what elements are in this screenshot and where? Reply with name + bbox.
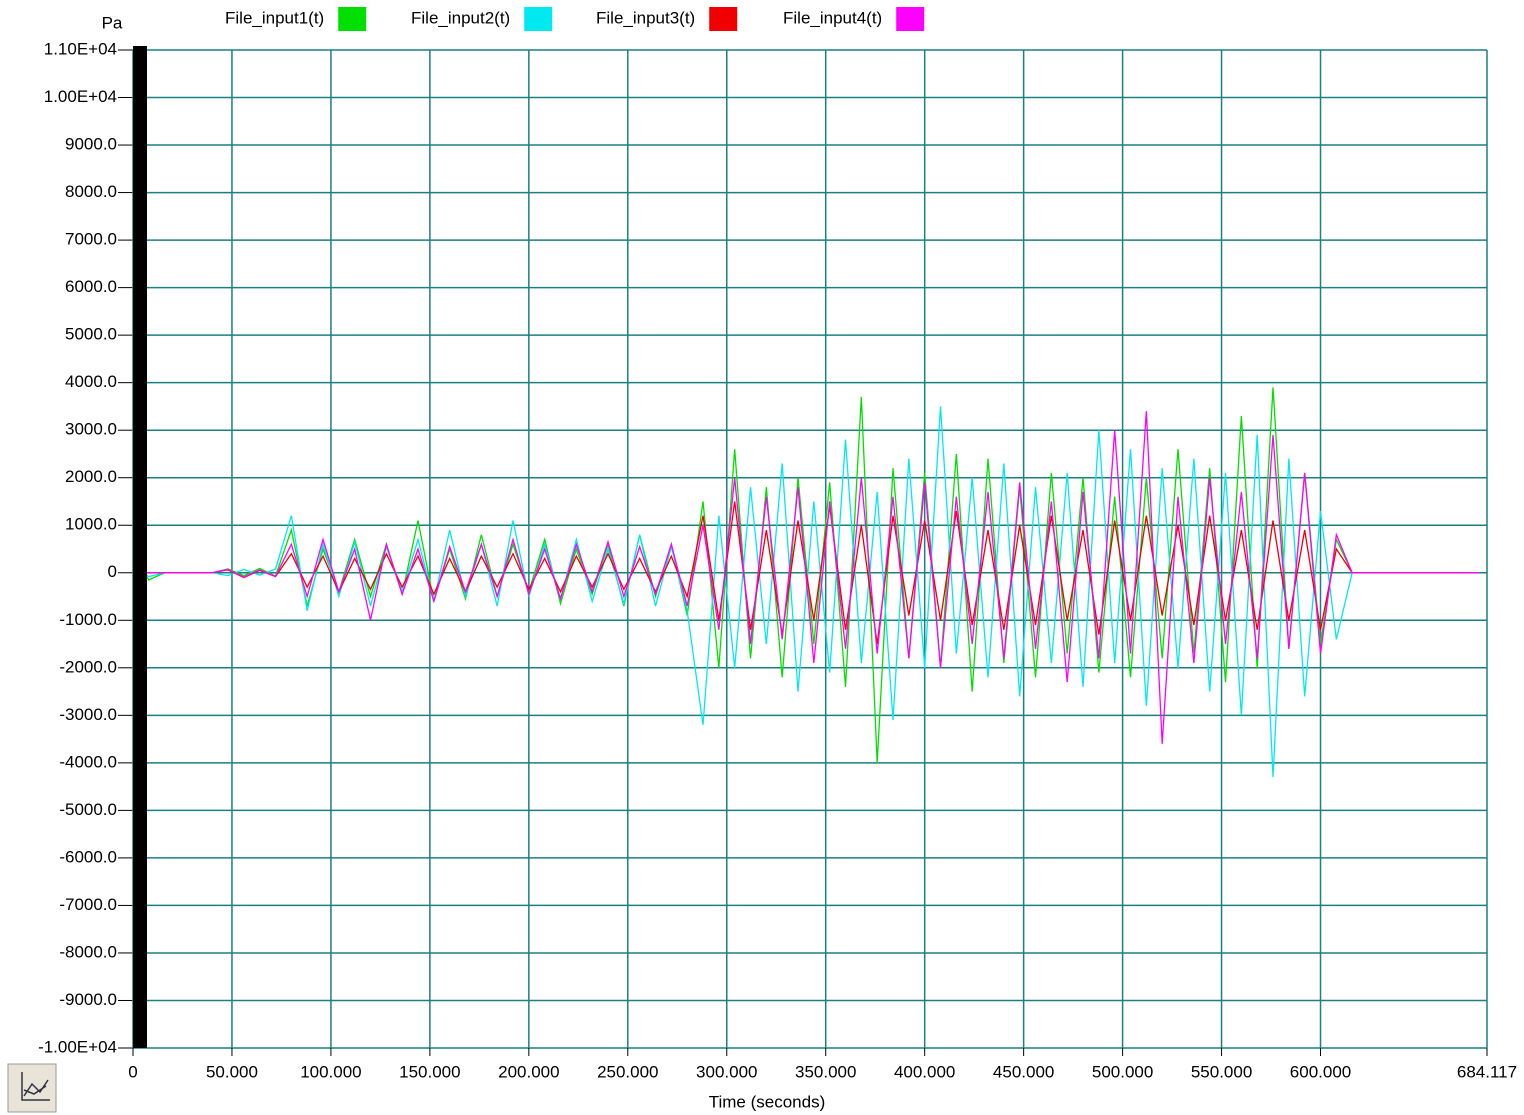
x-tick-label: 600.000 (1290, 1062, 1351, 1081)
x-tick-label: 350.000 (795, 1062, 856, 1081)
x-tick-label: 450.000 (993, 1062, 1054, 1081)
y-tick-label: 1.10E+04 (44, 39, 117, 58)
y-tick-label: -9000.0 (59, 990, 117, 1009)
legend-label: File_input4(t) (783, 8, 882, 27)
icon-frame[interactable] (7, 1063, 57, 1113)
y-tick-label: -6000.0 (59, 847, 117, 866)
y-tick-label: -8000.0 (59, 942, 117, 961)
y-tick-label: -1.00E+04 (38, 1037, 117, 1056)
series-line (132, 406, 1479, 778)
y-tick-label: -7000.0 (59, 895, 117, 914)
y-tick-label: -4000.0 (59, 752, 117, 771)
plot-lines (132, 387, 1479, 778)
y-tick-label: 8000.0 (65, 182, 117, 201)
icon-glyph (21, 1072, 50, 1101)
legend-label: File_input2(t) (411, 8, 510, 27)
legend-swatch (524, 7, 553, 31)
y-tick-label: 0 (108, 562, 117, 581)
y-tick-label: 5000.0 (65, 325, 117, 344)
y-tick-label: 1000.0 (65, 515, 117, 534)
chart-icon-button[interactable] (7, 1063, 57, 1113)
x-tick-label: 150.000 (399, 1062, 460, 1081)
x-tick-label: 500.000 (1092, 1062, 1153, 1081)
y-axis-bar (133, 46, 147, 1048)
legend-entry: File_input2(t) (411, 7, 553, 31)
y-tick-label: 3000.0 (65, 420, 117, 439)
x-tick-label: 550.000 (1191, 1062, 1252, 1081)
x-tick-label: 400.000 (894, 1062, 955, 1081)
y-tick-label: 7000.0 (65, 230, 117, 249)
y-tick-label: -2000.0 (59, 657, 117, 676)
legend-swatch (709, 7, 738, 31)
y-tick-label: -5000.0 (59, 800, 117, 819)
y-axis-label: Pa (102, 13, 123, 32)
x-tick-label: 50.000 (206, 1062, 258, 1081)
legend-entry: File_input4(t) (783, 7, 925, 31)
x-tick-label: 0 (128, 1062, 137, 1081)
y-tick-label: -1000.0 (59, 610, 117, 629)
legend-entry: File_input3(t) (596, 7, 738, 31)
y-tick-label: 9000.0 (65, 135, 117, 154)
y-tick-label: -3000.0 (59, 705, 117, 724)
legend-entry: File_input1(t) (225, 7, 367, 31)
legend-swatch (896, 7, 925, 31)
series-line (133, 411, 1479, 744)
x-tick-label: 300.000 (696, 1062, 757, 1081)
y-tick-label: 1.00E+04 (44, 87, 117, 106)
y-tick-label: 6000.0 (65, 277, 117, 296)
y-tick-label: 4000.0 (65, 372, 117, 391)
legend-label: File_input3(t) (596, 8, 695, 27)
grid: 1.10E+04 1.00E+04 9000.0 8000.0 7000.0 6000.0… (38, 39, 1517, 1081)
legend-swatch (338, 7, 367, 31)
y-tick-label: 2000.0 (65, 467, 117, 486)
x-tick-label: 200.000 (498, 1062, 559, 1081)
x-tick-label: 100.000 (300, 1062, 361, 1081)
x-tick-label: 684.117 (1457, 1062, 1517, 1081)
x-axis-label: Time (seconds) (709, 1092, 826, 1111)
x-tick-label: 250.000 (597, 1062, 658, 1081)
legend-label: File_input1(t) (225, 8, 324, 27)
